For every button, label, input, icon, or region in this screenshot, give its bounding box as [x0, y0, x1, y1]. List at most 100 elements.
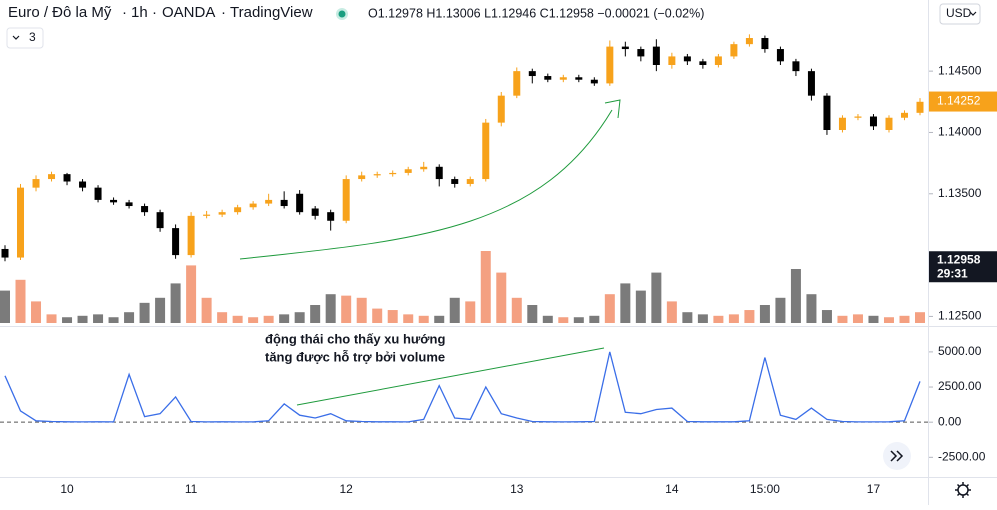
volume-bar	[651, 272, 662, 323]
volume-bar	[201, 297, 212, 323]
volume-bar	[899, 315, 910, 323]
candle-body	[172, 228, 180, 256]
volume-bar	[403, 314, 414, 323]
candle-body	[296, 193, 304, 213]
volume-bar	[775, 297, 786, 323]
legend: Euro / Đô la Mỹ 1h OANDA TradingView · ·…	[6, 3, 981, 49]
volume-bar	[558, 317, 569, 323]
volume-bar	[790, 269, 801, 323]
candle-body	[358, 175, 366, 180]
x-tick-label: 17	[867, 482, 881, 496]
candle-body	[63, 174, 71, 182]
volume-bar	[0, 290, 10, 323]
volume-bar	[139, 302, 150, 323]
candle-body	[621, 46, 629, 50]
y-tick-label: 2500.00	[938, 379, 982, 393]
scroll-button[interactable]	[883, 442, 911, 470]
volume-bar	[837, 315, 848, 323]
scroll-icon	[890, 450, 904, 462]
volume-bar	[496, 272, 507, 323]
volume-bar	[635, 290, 646, 323]
candle-body	[435, 166, 443, 180]
volume-bar	[356, 297, 367, 323]
candle-body	[668, 56, 676, 65]
marker-price-box	[929, 251, 997, 283]
status-dot	[338, 10, 346, 18]
volume-bar	[480, 251, 491, 323]
candle-body	[513, 71, 521, 96]
candle-body	[249, 203, 257, 208]
last-price-label: 1.14252	[937, 94, 981, 108]
annotation-text: tăng được hỗ trợ bởi volume	[265, 349, 445, 364]
x-tick-label: 11	[185, 482, 198, 496]
volume-bar	[15, 279, 26, 323]
volume-bar	[31, 301, 42, 323]
volume-bar	[279, 314, 290, 323]
candle-body	[48, 174, 56, 180]
volume-bar	[217, 312, 228, 323]
marker-price-label: 1.12958	[937, 252, 981, 266]
candle-body	[125, 202, 133, 207]
platform: TradingView	[230, 4, 313, 21]
volume-bar	[341, 295, 352, 323]
volume-bar	[527, 305, 538, 323]
trend-line	[296, 347, 605, 406]
candle-body	[203, 214, 211, 216]
x-tick-label: 12	[340, 482, 354, 496]
indicator-toggle[interactable]: 3	[6, 27, 44, 49]
volume-bar	[682, 312, 693, 323]
candle-body	[218, 212, 226, 215]
candle-body	[482, 122, 490, 180]
volume-bar	[620, 283, 631, 323]
toggle-box[interactable]	[6, 27, 44, 49]
candle-body	[792, 61, 800, 72]
candle-body	[187, 215, 195, 256]
candle-body	[156, 212, 164, 229]
currency-box[interactable]	[939, 3, 981, 25]
candle-body	[745, 38, 753, 45]
x-tick-label: 14	[665, 482, 679, 496]
candle-body	[885, 117, 893, 130]
volume-bar	[418, 315, 429, 323]
volume-bar	[806, 294, 817, 323]
y-tick-label: 1.14000	[938, 125, 982, 139]
currency-button[interactable]: USD	[939, 3, 981, 25]
settings-button[interactable]	[955, 482, 971, 498]
candle-body	[559, 77, 567, 80]
y-tick-label: 1.12500	[938, 309, 982, 323]
y-tick-label: 5000.00	[938, 344, 982, 358]
gear-teeth	[955, 482, 971, 498]
volume-bar	[170, 283, 181, 323]
volume-bar	[77, 315, 88, 323]
candle-body	[854, 116, 862, 118]
y-tick-label: 0.00	[938, 414, 962, 428]
candle-body	[900, 112, 908, 118]
candle-body	[544, 76, 552, 80]
volume-bar	[666, 301, 677, 323]
candle-body	[916, 101, 924, 113]
countdown: 29:31	[937, 266, 968, 280]
annotation-text: động thái cho thấy xu hướng	[265, 331, 445, 346]
volume-bar	[46, 314, 57, 323]
volume-bar	[759, 305, 770, 323]
candle-body	[683, 56, 691, 62]
volume-bar	[325, 294, 336, 323]
volume-bar	[93, 314, 104, 323]
volume-bar	[915, 312, 925, 323]
candle-body	[776, 49, 784, 62]
volume-bar	[852, 314, 863, 323]
candle-body	[807, 71, 815, 96]
volume-bar	[744, 310, 755, 323]
indicator-line	[4, 351, 921, 423]
volume-bar	[728, 314, 739, 323]
candle-body	[451, 179, 459, 184]
volume-bar	[883, 317, 894, 323]
symbol: Euro / Đô la Mỹ	[8, 4, 112, 21]
volume-bar	[573, 317, 584, 323]
candle-body	[404, 169, 412, 173]
candle-body	[110, 199, 118, 203]
candle-body	[497, 95, 505, 123]
y-tick-label: -2500.00	[938, 449, 986, 463]
candle-body	[590, 79, 598, 84]
candle-body	[466, 179, 474, 184]
